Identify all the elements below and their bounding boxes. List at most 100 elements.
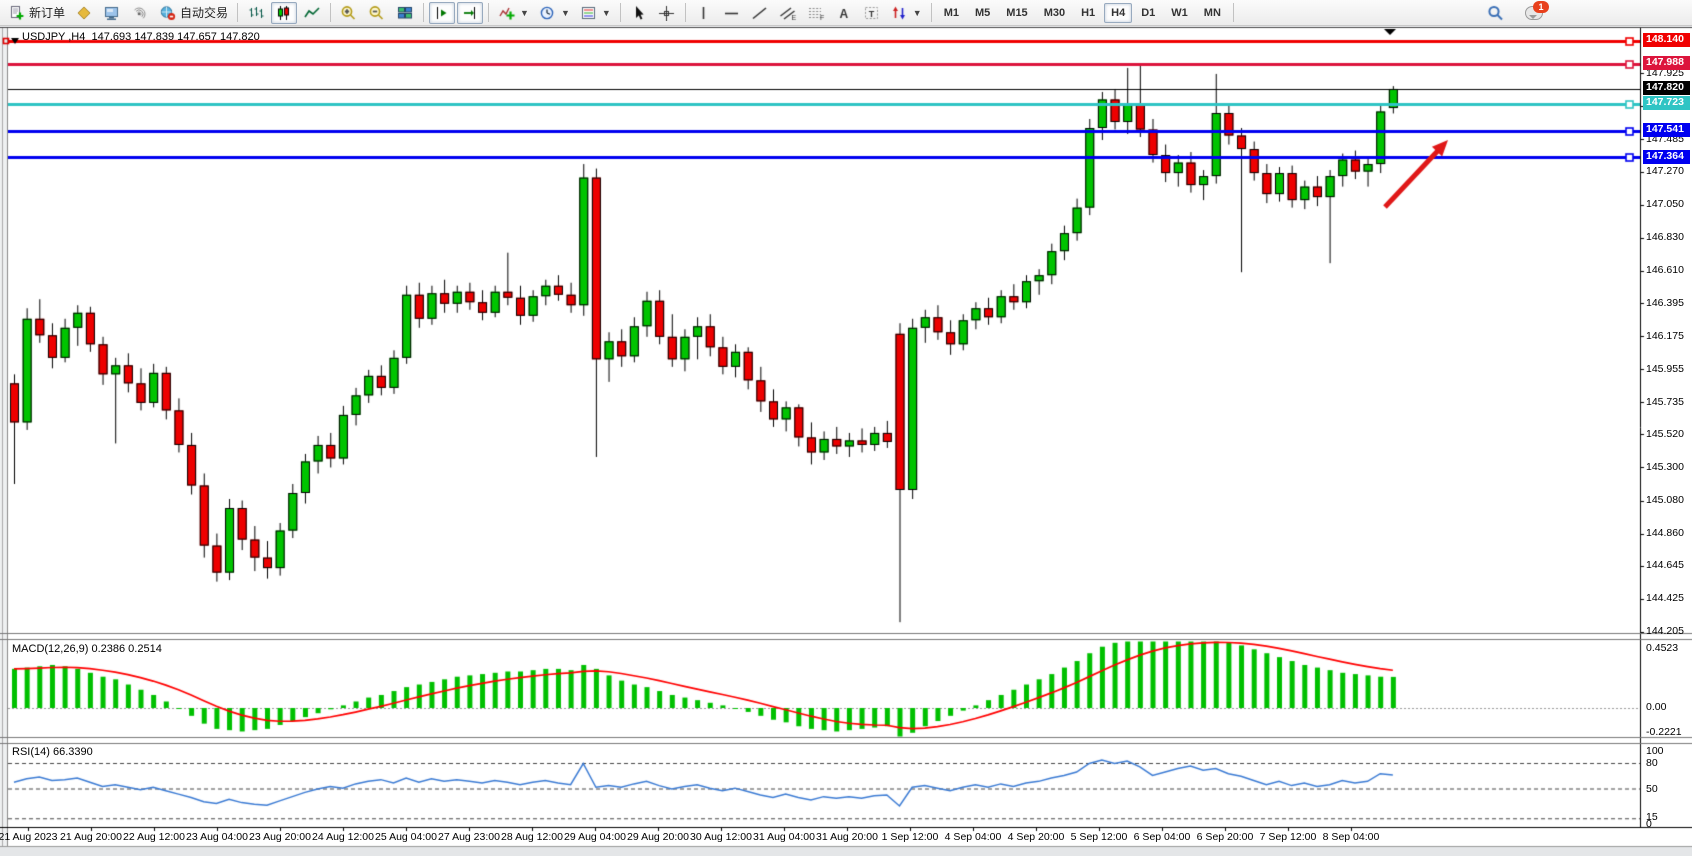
timeframe-h4-button[interactable]: H4 bbox=[1104, 2, 1133, 23]
auto-trading-button[interactable]: 自动交易 bbox=[155, 2, 232, 24]
tile-windows-button[interactable] bbox=[392, 2, 418, 24]
signal-icon bbox=[131, 4, 150, 21]
toolbar-separator bbox=[684, 3, 686, 22]
timeframe-d1-button[interactable]: D1 bbox=[1134, 3, 1162, 23]
vertical-line-button[interactable] bbox=[691, 2, 717, 24]
zoom-in-button[interactable] bbox=[336, 2, 362, 24]
time-label: 29 Aug 20:00 bbox=[627, 831, 689, 843]
bars-icon bbox=[247, 4, 266, 21]
equidistant-channel-button[interactable] bbox=[775, 2, 801, 24]
shift-icon bbox=[433, 4, 452, 21]
rsi-axis-label: 100 bbox=[1646, 745, 1664, 757]
price-badge: 147.364 bbox=[1643, 149, 1690, 164]
clock-icon bbox=[538, 4, 557, 21]
bar-chart-button[interactable] bbox=[243, 2, 269, 24]
autoscroll-icon bbox=[461, 4, 480, 21]
market-watch-button[interactable] bbox=[99, 2, 125, 24]
fibonacci-button[interactable] bbox=[803, 2, 829, 24]
zoom-out-button[interactable] bbox=[364, 2, 390, 24]
timeframe-mn-button[interactable]: MN bbox=[1197, 3, 1228, 23]
rsi-axis-label: 50 bbox=[1646, 783, 1658, 795]
chat-icon: 1 bbox=[1525, 0, 1549, 22]
macd-values: 0.2386 0.2514 bbox=[91, 643, 162, 655]
timeframe-m1-button[interactable]: M1 bbox=[937, 3, 966, 23]
chevron-down-icon: ▼ bbox=[601, 7, 611, 18]
price-tick: 144.205 bbox=[1646, 625, 1684, 638]
time-label: 22 Aug 12:00 bbox=[123, 831, 185, 843]
zoom-out-icon bbox=[368, 4, 387, 21]
data-window-button[interactable] bbox=[127, 2, 153, 24]
notifications-button[interactable]: 1 bbox=[1521, 0, 1551, 24]
text-button[interactable] bbox=[831, 2, 857, 24]
horizontal-line-button[interactable] bbox=[719, 2, 745, 24]
price-tick: 146.175 bbox=[1646, 329, 1684, 342]
new-order-button-label: 新订单 bbox=[29, 6, 66, 20]
price-tick: 147.270 bbox=[1646, 165, 1684, 178]
macd-axis-max: 0.4523 bbox=[1646, 642, 1679, 654]
macd-name: MACD(12,26,9) bbox=[12, 643, 89, 655]
time-label: 31 Aug 04:00 bbox=[753, 831, 815, 843]
macd-label: MACD(12,26,9) 0.2386 0.2514 bbox=[12, 643, 162, 655]
arrows-icon bbox=[890, 4, 909, 21]
time-label: 25 Aug 04:00 bbox=[375, 831, 437, 843]
price-badge: 148.140 bbox=[1643, 33, 1690, 48]
line-chart-button[interactable] bbox=[299, 2, 325, 24]
trendline-button[interactable] bbox=[747, 2, 773, 24]
chart-profiles-button[interactable] bbox=[71, 2, 97, 24]
textA-icon bbox=[834, 4, 853, 21]
price-badge: 147.988 bbox=[1643, 56, 1690, 71]
cursor-button[interactable] bbox=[626, 2, 652, 24]
crosshair-button[interactable] bbox=[654, 2, 680, 24]
tiles-icon bbox=[396, 4, 415, 21]
price-badge: 147.820 bbox=[1643, 81, 1690, 96]
timeframe-m30-button[interactable]: M30 bbox=[1037, 3, 1072, 23]
rsi-value: 66.3390 bbox=[52, 746, 93, 758]
toolbar-separator bbox=[330, 3, 332, 22]
arrows-button[interactable]: ▼ bbox=[887, 2, 926, 24]
linechart-icon bbox=[303, 4, 322, 21]
search-button[interactable] bbox=[1483, 2, 1509, 24]
templates-button[interactable]: ▼ bbox=[576, 2, 615, 24]
globe-stop-icon bbox=[159, 4, 178, 21]
auto-scroll-button[interactable] bbox=[457, 1, 484, 24]
chevron-down-icon: ▼ bbox=[520, 7, 529, 18]
fibo-icon bbox=[806, 4, 825, 21]
time-label: 6 Sep 04:00 bbox=[1133, 831, 1191, 843]
toolbar-separator bbox=[1232, 3, 1234, 22]
price-tick: 145.520 bbox=[1646, 427, 1684, 440]
timeframe-m15-button[interactable]: M15 bbox=[999, 3, 1034, 23]
toolbar-separator bbox=[619, 3, 621, 22]
time-label: 24 Aug 12:00 bbox=[312, 831, 374, 843]
crosshair-icon bbox=[657, 4, 676, 21]
new-order-button[interactable]: 新订单 bbox=[4, 2, 69, 24]
candlestick-chart-button[interactable] bbox=[271, 1, 298, 24]
timeframe-h1-button[interactable]: H1 bbox=[1074, 3, 1102, 23]
price-tick: 146.610 bbox=[1646, 264, 1684, 277]
timeframe-m5-button[interactable]: M5 bbox=[968, 3, 997, 23]
time-label: 21 Aug 2023 bbox=[0, 831, 58, 843]
rsi-name: RSI(14) bbox=[12, 746, 50, 758]
indicators-button[interactable]: ▼ bbox=[494, 2, 533, 24]
time-label: 6 Sep 20:00 bbox=[1196, 831, 1254, 843]
macd-axis-zero: 0.00 bbox=[1646, 701, 1667, 713]
monitor-icon bbox=[103, 4, 122, 21]
price-tick: 146.830 bbox=[1646, 231, 1684, 244]
price-tick: 145.735 bbox=[1646, 395, 1684, 408]
price-tick: 144.425 bbox=[1646, 592, 1684, 605]
chart-title-ohlc: 147.693 147.839 147.657 147.820 bbox=[91, 31, 260, 43]
text-label-button[interactable] bbox=[859, 2, 885, 24]
chart-shift-button[interactable] bbox=[429, 1, 456, 24]
price-tick: 147.050 bbox=[1646, 198, 1684, 211]
textT-icon bbox=[862, 4, 881, 21]
time-label: 30 Aug 12:00 bbox=[690, 831, 752, 843]
template-icon bbox=[579, 4, 598, 21]
toolbar: 新订单 自动交易 ▼ ▼ ▼ ▼ M1 M5 M15 M30 H1 H4 D1 W1 MN 1 bbox=[0, 0, 1692, 26]
timeframe-w1-button[interactable]: W1 bbox=[1164, 3, 1195, 23]
notification-badge: 1 bbox=[1533, 0, 1549, 13]
auto-trading-button-label: 自动交易 bbox=[180, 6, 229, 20]
toolbar-left-groups: 新订单 自动交易 ▼ ▼ ▼ ▼ M1 M5 M15 M30 H1 H4 D1 W1 MN bbox=[3, 0, 1238, 26]
toolbar-separator bbox=[423, 3, 425, 22]
periods-button[interactable]: ▼ bbox=[535, 2, 574, 24]
